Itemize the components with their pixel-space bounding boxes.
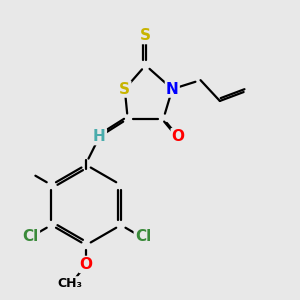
Text: Cl: Cl <box>135 230 151 244</box>
Text: CH₃: CH₃ <box>57 277 82 290</box>
Text: H: H <box>93 129 106 144</box>
Text: S: S <box>140 28 151 43</box>
Text: N: N <box>166 82 179 97</box>
Text: S: S <box>119 82 130 97</box>
Text: Cl: Cl <box>22 230 39 244</box>
Text: O: O <box>80 257 93 272</box>
Text: O: O <box>172 129 185 144</box>
